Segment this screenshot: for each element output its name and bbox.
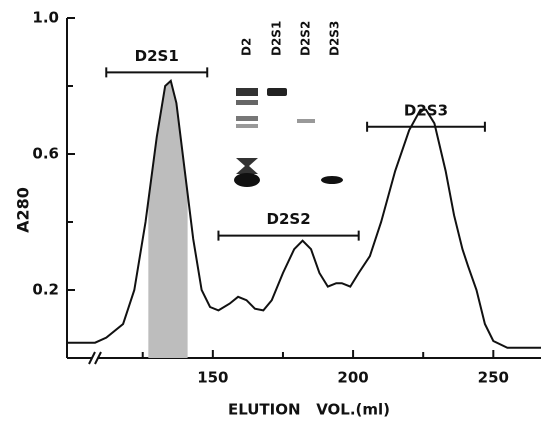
gel-lane-label: D2S3 <box>328 21 342 56</box>
gel-band <box>236 88 258 96</box>
fraction-label: D2S3 <box>404 101 448 119</box>
fraction-range <box>218 231 358 241</box>
x-axis-label: ELUTION VOL.(ml) <box>228 401 390 419</box>
gel-lane-label: D2S1 <box>270 21 284 56</box>
chart: 0.2 0.6 1.0 150 200 250 ELUTION VOL.(ml) A280 D2… <box>0 0 541 423</box>
gel-band <box>236 124 258 128</box>
gel-band <box>236 100 258 105</box>
gel-inset <box>234 88 343 187</box>
gel-band <box>236 116 258 121</box>
y-axis-label: A280 <box>14 187 33 233</box>
fraction-label: D2S1 <box>135 47 179 65</box>
gel-band <box>236 158 258 174</box>
x-tick-label: 200 <box>337 369 368 387</box>
gel-band <box>267 88 287 96</box>
x-tick-label: 250 <box>478 369 509 387</box>
fraction-label: D2S2 <box>267 210 311 228</box>
fraction-range <box>367 122 485 132</box>
x-tick-label: 150 <box>197 369 228 387</box>
gel-band <box>297 119 315 123</box>
gel-band <box>321 176 343 184</box>
fraction-range <box>106 67 207 77</box>
gel-lane-label: D2 <box>240 38 254 56</box>
gel-lane-label: D2S2 <box>299 21 313 56</box>
y-tick-label: 0.2 <box>32 281 59 299</box>
gel-band <box>234 173 260 187</box>
y-tick-label: 1.0 <box>32 9 59 27</box>
y-tick-label: 0.6 <box>32 145 59 163</box>
